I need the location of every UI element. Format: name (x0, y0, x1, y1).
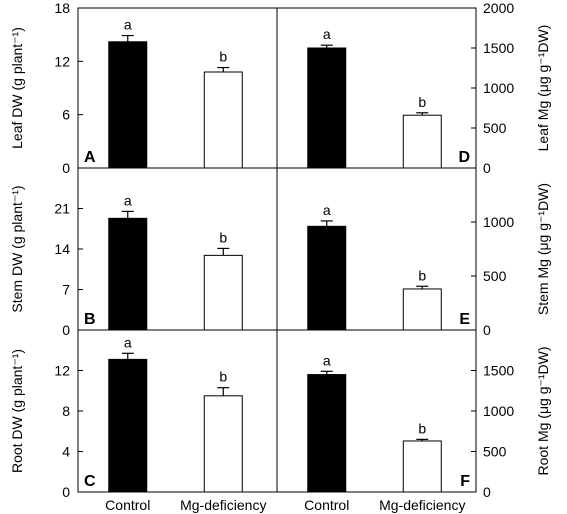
tick-label: 0 (62, 484, 70, 500)
panel-b: 0 7 14 21 Stem DW (g plant⁻¹) a b B (9, 167, 278, 338)
y-axis-label: Root DW (g plant⁻¹) (9, 349, 25, 473)
panel-d: 0 500 1000 1500 2000 Leaf Mg (μg g⁻¹DW) a b D (276, 0, 551, 176)
tick-label: 1000 (483, 403, 514, 419)
bar-mg-deficiency (402, 114, 442, 169)
tick-label: 1000 (483, 214, 514, 230)
tick-label: 8 (62, 403, 70, 419)
x-category-label: Control (105, 497, 150, 513)
significance-letter: b (418, 267, 426, 283)
bar-control (307, 225, 347, 331)
panel-frame (77, 167, 278, 331)
tick-label: 0 (62, 160, 70, 176)
significance-letter: a (124, 192, 132, 208)
panel-letter: B (84, 311, 96, 328)
tick-label: 1500 (483, 40, 514, 56)
tick-label: 1500 (483, 363, 514, 379)
tick-label: 500 (483, 120, 507, 136)
significance-letter: a (124, 17, 132, 33)
tick-label: 2000 (483, 0, 514, 16)
x-category-label: Mg-deficiency (180, 497, 266, 513)
panel-frame (276, 329, 477, 493)
significance-letter: a (323, 352, 331, 368)
y-axis-label: Stem Mg (μg g⁻¹DW) (535, 183, 551, 315)
significance-letter: a (323, 26, 331, 42)
panel-letter: F (460, 473, 470, 490)
y-axis-label: Leaf DW (g plant⁻¹) (9, 27, 25, 149)
y-axis-label: Leaf Mg (μg g⁻¹DW) (535, 25, 551, 152)
tick-label: 500 (483, 444, 507, 460)
tick-label: 18 (54, 0, 70, 16)
bar-control (307, 374, 347, 493)
bar-control (108, 41, 148, 169)
x-category-label: Control (304, 497, 349, 513)
panel-a: 0 6 12 18 Leaf DW (g plant⁻¹) a b A (9, 0, 278, 176)
bar-control (108, 358, 148, 493)
tick-label: 0 (62, 322, 70, 338)
tick-label: 1000 (483, 80, 514, 96)
tick-label: 0 (483, 322, 491, 338)
bar-mg-deficiency (203, 395, 243, 493)
bar-mg-deficiency (402, 288, 442, 331)
panel-frame (276, 7, 477, 169)
significance-letter: b (219, 369, 227, 385)
tick-label: 500 (483, 268, 507, 284)
bar-control (307, 47, 347, 169)
y-axis-label: Root Mg (μg g⁻¹DW) (535, 346, 551, 475)
tick-label: 7 (62, 282, 70, 298)
y-axis-label: Stem DW (g plant⁻¹) (9, 185, 25, 312)
panel-letter: E (459, 311, 470, 328)
tick-label: 12 (54, 363, 70, 379)
bar-mg-deficiency (203, 71, 243, 169)
panel-e: 0 500 1000 Stem Mg (μg g⁻¹DW) a b E (276, 167, 551, 338)
significance-letter: a (323, 202, 331, 218)
x-category-label: Mg-deficiency (379, 497, 465, 513)
significance-letter: b (418, 420, 426, 436)
panel-frame (276, 167, 477, 331)
tick-label: 6 (62, 107, 70, 123)
tick-label: 0 (483, 160, 491, 176)
bar-mg-deficiency (203, 254, 243, 331)
panel-letter: C (84, 473, 96, 490)
panel-f: 0 500 1000 1500 Root Mg (μg g⁻¹DW) a b F (276, 329, 551, 500)
bar-control (108, 217, 148, 331)
significance-letter: a (124, 334, 132, 350)
tick-label: 12 (54, 53, 70, 69)
panel-frame (77, 329, 278, 493)
panel-frame (77, 7, 278, 169)
significance-letter: b (418, 94, 426, 110)
significance-letter: b (219, 49, 227, 65)
significance-letter: b (219, 229, 227, 245)
tick-label: 4 (62, 444, 70, 460)
tick-label: 14 (54, 241, 70, 257)
tick-label: 21 (54, 201, 70, 217)
panel-letter: A (84, 149, 96, 166)
panel-letter: D (458, 149, 470, 166)
bar-mg-deficiency (402, 440, 442, 493)
tick-label: 0 (483, 484, 491, 500)
panel-c: 0 4 8 12 Root DW (g plant⁻¹) a b C (9, 329, 278, 500)
